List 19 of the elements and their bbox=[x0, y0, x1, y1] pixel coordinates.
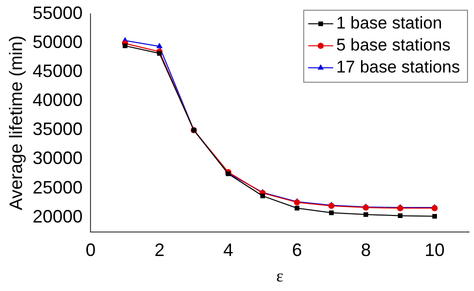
x-tick-label: 6 bbox=[292, 240, 302, 260]
y-tick-label: 55000 bbox=[32, 2, 83, 23]
x-tick-label: 0 bbox=[86, 240, 96, 260]
y-tick-label: 25000 bbox=[32, 177, 83, 198]
legend-label: 17 base stations bbox=[336, 57, 460, 76]
y-tick-label: 50000 bbox=[32, 32, 83, 52]
x-tick-label: 2 bbox=[154, 240, 164, 260]
x-tick-label: 10 bbox=[424, 240, 445, 260]
legend-label: 1 base station bbox=[336, 13, 442, 32]
y-tick-label: 45000 bbox=[32, 60, 83, 81]
legend-label: 5 base stations bbox=[336, 35, 451, 54]
y-tick-label: 40000 bbox=[32, 90, 83, 110]
x-tick-label: 4 bbox=[223, 240, 234, 260]
y-tick-label: 35000 bbox=[32, 119, 83, 140]
y-tick-label: 20000 bbox=[32, 206, 83, 226]
y-tick-label: 30000 bbox=[32, 148, 83, 168]
x-axis-title: ε bbox=[276, 266, 284, 286]
y-axis-title: Average lifetime (min) bbox=[6, 36, 26, 210]
x-tick-label: 8 bbox=[360, 240, 371, 260]
